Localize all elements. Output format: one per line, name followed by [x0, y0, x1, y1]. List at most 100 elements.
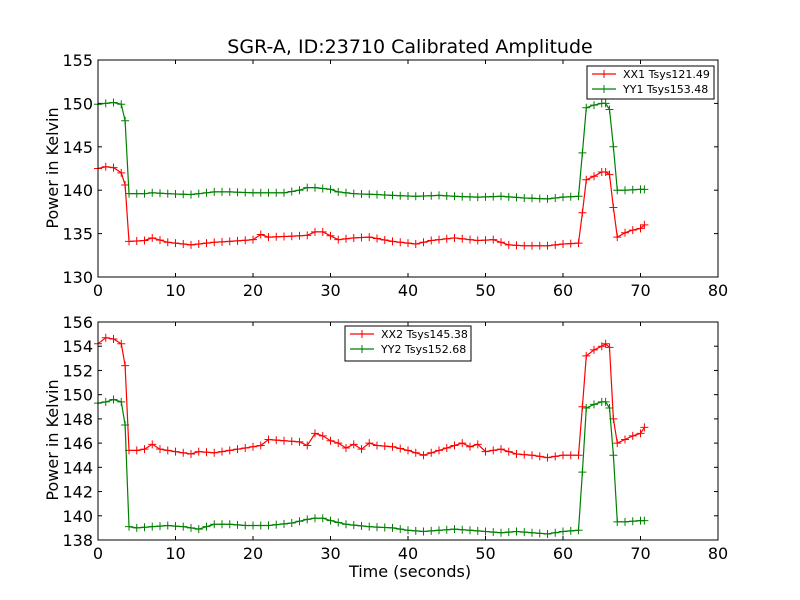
data-point-marker	[334, 235, 343, 244]
data-point-marker	[578, 208, 587, 217]
data-point-marker	[163, 238, 172, 247]
data-point-marker	[121, 116, 130, 125]
data-point-marker	[609, 142, 618, 151]
data-point-marker	[334, 518, 343, 527]
data-point-marker	[365, 233, 374, 242]
data-point-marker	[117, 339, 126, 348]
data-point-marker	[497, 528, 505, 537]
x-tick-label: 40	[398, 544, 418, 563]
data-point-marker	[241, 188, 250, 197]
data-point-marker	[101, 397, 110, 406]
data-point-marker	[272, 520, 281, 529]
data-point-marker	[264, 435, 273, 444]
data-point-marker	[132, 236, 141, 245]
data-point-marker	[566, 526, 575, 535]
data-point-marker	[349, 440, 358, 449]
data-point-marker	[551, 528, 560, 537]
data-point-marker	[380, 235, 389, 244]
legend-label: XX2 Tsys145.38	[381, 328, 468, 341]
data-point-marker	[411, 240, 420, 249]
data-point-marker	[497, 192, 505, 201]
y-tick-label: 145	[62, 138, 93, 157]
data-point-marker	[512, 241, 521, 250]
series-layer	[94, 98, 649, 250]
data-point-marker	[411, 192, 420, 201]
data-point-marker	[489, 446, 498, 455]
data-point-marker	[272, 232, 281, 241]
data-point-marker	[256, 521, 265, 530]
data-point-marker	[578, 468, 587, 477]
data-point-marker	[504, 528, 513, 537]
data-point-marker	[551, 240, 560, 249]
legend-box	[344, 325, 472, 362]
data-point-marker	[528, 241, 536, 250]
data-point-marker	[574, 451, 583, 460]
data-point-marker	[419, 191, 428, 200]
data-point-marker	[528, 451, 536, 460]
data-point-marker	[411, 526, 420, 535]
data-point-marker	[326, 436, 335, 445]
data-point-marker	[287, 519, 296, 528]
data-point-marker	[210, 520, 219, 529]
series-1	[94, 162, 649, 250]
data-point-marker	[326, 231, 335, 240]
data-point-marker	[318, 184, 327, 193]
data-point-marker	[109, 395, 118, 404]
data-point-marker	[590, 345, 598, 354]
data-point-marker	[458, 439, 467, 448]
data-point-marker	[628, 226, 637, 235]
data-point-marker	[605, 105, 614, 114]
y-tick-label: 140	[62, 507, 93, 526]
legend-marker	[358, 345, 366, 353]
data-point-marker	[311, 227, 319, 236]
x-tick-label: 20	[243, 281, 263, 300]
data-point-marker	[427, 236, 436, 245]
data-point-marker	[566, 451, 575, 460]
data-point-marker	[140, 445, 149, 454]
data-point-marker	[373, 190, 381, 199]
data-point-marker	[326, 185, 335, 194]
data-point-marker	[419, 527, 428, 536]
legend-marker	[600, 85, 608, 93]
data-point-marker	[171, 522, 180, 531]
data-point-marker	[613, 233, 622, 242]
data-point-marker	[357, 521, 366, 530]
bottom-subplot: Power in Kelvin Time (seconds) 0 10 20 30 40…	[43, 313, 728, 581]
data-point-marker	[109, 163, 118, 172]
data-point-marker	[241, 236, 250, 245]
data-point-marker	[187, 450, 195, 459]
data-point-marker	[640, 516, 649, 525]
data-point-marker	[601, 99, 610, 108]
data-point-marker	[140, 189, 149, 198]
data-point-marker	[311, 429, 319, 438]
data-point-marker	[574, 239, 583, 248]
x-tick-label: 70	[630, 544, 650, 563]
x-tick-label: 80	[708, 544, 728, 563]
data-point-marker	[489, 192, 498, 201]
data-point-marker	[171, 239, 180, 248]
data-point-marker	[202, 448, 211, 457]
data-point-marker	[125, 237, 133, 246]
data-point-marker	[179, 190, 188, 199]
data-point-marker	[605, 343, 614, 352]
data-point-marker	[636, 429, 645, 438]
data-point-marker	[295, 437, 304, 446]
data-point-marker	[466, 192, 474, 201]
data-point-marker	[566, 239, 575, 248]
data-point-marker	[121, 420, 130, 429]
data-point-marker	[163, 521, 172, 530]
data-point-marker	[187, 240, 195, 249]
data-point-marker	[605, 403, 614, 412]
data-point-marker	[132, 446, 141, 455]
data-point-marker	[342, 234, 350, 243]
plot-frame	[97, 321, 719, 541]
data-point-marker	[582, 351, 591, 360]
series-2	[94, 98, 649, 203]
data-point-marker	[473, 440, 482, 449]
data-point-marker	[365, 439, 374, 448]
data-point-marker	[256, 188, 265, 197]
y-tick-label: 148	[62, 410, 93, 429]
data-point-marker	[574, 192, 583, 201]
data-point-marker	[342, 520, 350, 529]
